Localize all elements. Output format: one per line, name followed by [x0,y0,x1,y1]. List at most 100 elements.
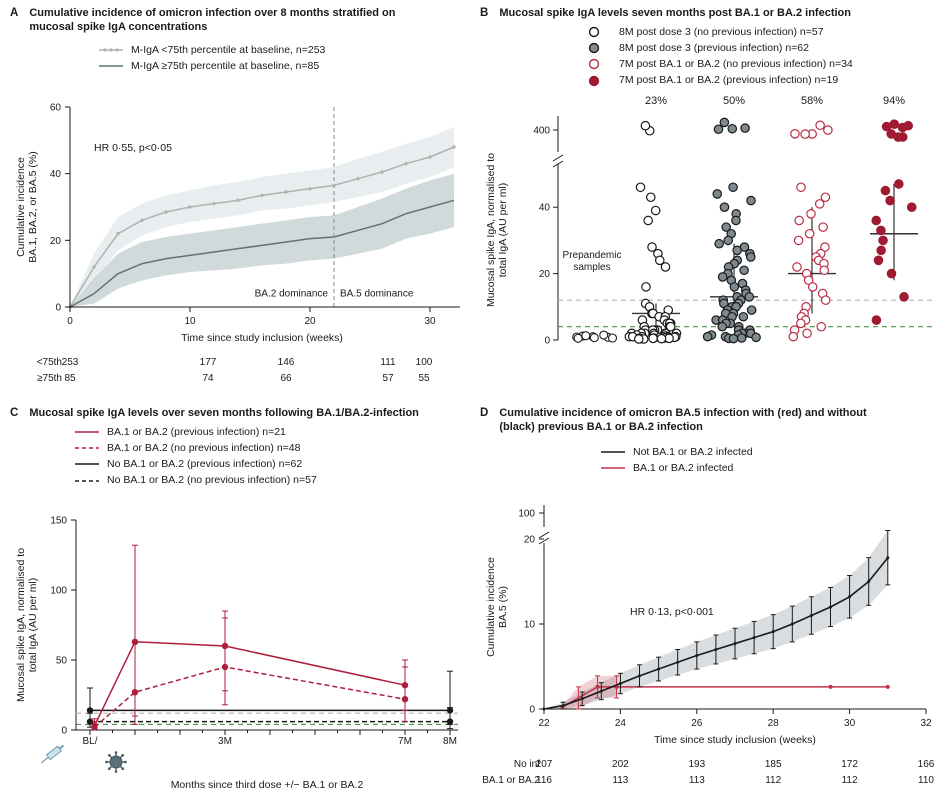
data-point [635,182,646,192]
data-point [727,123,738,134]
pct-label: 94% [883,95,905,107]
series-point [771,630,775,634]
series-point [599,689,603,693]
data-point [886,268,897,279]
series-point [809,613,813,617]
panel-a-legend: M-IgA <75th percentile at baseline, n=25… [98,43,468,73]
legend-label: M-IgA <75th percentile at baseline, n=25… [131,43,326,56]
chart-shape [114,750,118,754]
data-point [736,332,747,343]
data-point [796,182,806,192]
prepandemic-point [599,330,609,340]
data-point [800,128,810,139]
legend-item: 8M post dose 3 (previous infection) n=62 [586,41,939,55]
series-point [131,638,139,645]
data-point [647,241,657,252]
series-marker [188,205,192,209]
series-marker [308,186,312,191]
legend-marker-icon [588,59,600,70]
x-axis-label: Time since study inclusion (weeks) [654,734,816,746]
data-point [790,128,800,139]
y-tick-label: 0 [529,704,535,715]
y-axis-label: Cumulative incidence [485,557,497,657]
y-axis-label: Mucosal spike IgA, normalised to [15,547,27,701]
panel-d-legend: Not BA.1 or BA.2 infected BA.1 or BA.2 in… [600,445,939,475]
y-tick-label: 60 [50,102,62,113]
series-point [401,681,409,689]
risk-row-label: <75th [37,357,62,368]
data-point [788,331,799,342]
risk-value: 55 [418,373,430,384]
risk-value: 112 [765,775,781,786]
legend-label: 8M post dose 3 (previous infection) n=62 [619,42,809,55]
legend-line-icon [99,65,123,67]
panel-a-header: A Cumulative incidence of omicron infect… [10,6,468,35]
panel-a-letter: A [10,7,19,19]
chart-shape [109,755,123,769]
data-point [728,333,739,344]
series-marker [140,218,144,222]
series-point [790,622,794,626]
series-marker [260,193,264,197]
panel-a-plot: 0 20 40 60 0 10 20 30 Time since study inclusion… [15,102,460,384]
data-point [746,304,757,315]
confidence-band [70,126,454,307]
chart-shape [124,760,127,763]
series-marker [236,198,240,202]
axis-break [552,154,564,162]
risk-value: 202 [612,759,629,770]
risk-value: 85 [64,373,76,384]
prepandemic-label: samples [573,262,610,273]
data-point [712,188,723,199]
series-point [618,681,622,685]
series-marker [212,201,216,206]
chart-shape [588,59,600,70]
prepandemic-point [589,332,599,342]
legend-label: BA.1 or BA.2 (no previous infection) n=4… [107,442,301,455]
prepandemic-point [607,333,618,343]
series-point [885,684,890,689]
risk-value: 177 [200,357,217,368]
series-point [446,706,454,714]
data-point [871,215,882,225]
risk-row-label: No inf [514,759,540,770]
series-point [580,697,584,701]
data-point [816,321,827,332]
data-point [640,120,651,131]
legend-label: Not BA.1 or BA.2 infected [633,445,753,458]
legend-line-icon [601,467,625,469]
panel-b: B Mucosal spike IgA levels seven months … [470,0,941,400]
panel-d-letter: D [480,407,489,419]
risk-value: 110 [918,775,934,786]
syringe-icon [40,744,65,763]
data-point [746,195,756,205]
series-point [886,556,890,560]
hr-annotation: HR 0·55, p<0·05 [94,142,172,154]
panel-d: D Cumulative incidence of omicron BA.5 i… [470,400,941,800]
risk-value: 112 [842,775,858,786]
data-point [731,215,741,225]
y-tick-label: 100 [50,585,67,596]
data-point [739,265,749,275]
data-point [728,182,738,192]
axis-break [538,531,550,539]
series-point [561,704,565,708]
prepandemic-point [573,333,583,343]
x-tick-label: 30 [424,316,436,327]
x-axis-label: Time since study inclusion (weeks) [181,332,343,344]
y-axis-label: BA.5 (%) [497,586,509,628]
data-point [876,245,886,255]
legend-item: Not BA.1 or BA.2 infected [600,445,939,459]
prepandemic-label: Prepandemic [563,250,622,261]
data-point [823,124,833,135]
series-point [695,653,699,657]
pct-label: 50% [723,95,745,107]
x-tick-label: 20 [304,316,316,327]
data-point [806,208,816,219]
panel-c-letter: C [10,407,19,419]
legend-item: 7M post BA.1 or BA.2 (no previous infect… [586,57,939,71]
panel-b-letter: B [480,7,489,19]
legend-line-icon [601,450,625,453]
series-point [638,674,641,678]
